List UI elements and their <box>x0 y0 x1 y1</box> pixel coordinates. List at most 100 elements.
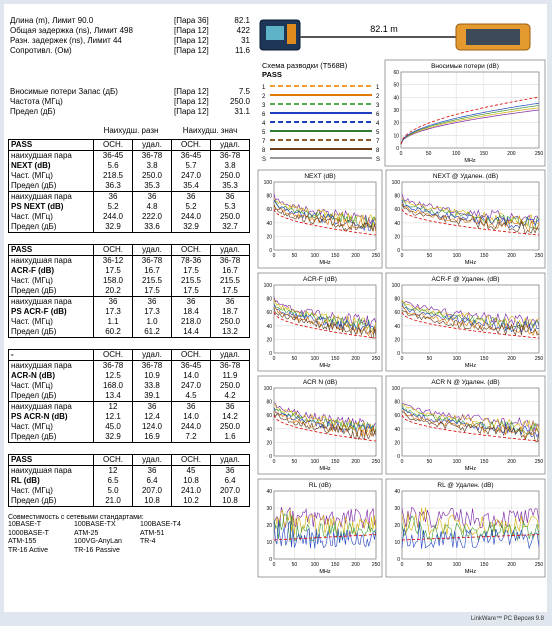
summary-value: 7.5 <box>220 87 250 97</box>
table-cell: Предел (дБ) <box>9 286 94 297</box>
table-cell: наихудшая пара <box>9 297 94 308</box>
table-row: Част. (МГц)244.0222.0244.0250.0 <box>9 212 250 222</box>
column-header: Наихудш. разн <box>91 126 171 135</box>
table-row: Част. (МГц)1.11.0218.0250.0 <box>9 317 250 327</box>
summary-value: 11.6 <box>220 46 250 56</box>
table-cell: Част. (МГц) <box>9 171 94 181</box>
y-tick-label: 80 <box>394 297 400 303</box>
table-cell: Част. (МГц) <box>9 486 94 496</box>
summary-pair: [Пара 12] <box>174 107 220 117</box>
y-tick-label: 10 <box>394 540 400 546</box>
summary-row: Частота (МГц)[Пара 12]250.0 <box>10 97 250 107</box>
x-tick-label: 250 <box>535 253 544 259</box>
table-cell: 12 <box>94 402 133 413</box>
table-cell: PASS <box>9 245 94 256</box>
x-tick-label: 200 <box>507 356 516 362</box>
x-tick-label: 200 <box>507 562 516 568</box>
table-cell: 36 <box>211 192 250 203</box>
remote-face <box>466 29 520 45</box>
table-cell: 250.0 <box>211 212 250 222</box>
table-cell: 17.3 <box>133 307 172 317</box>
table-cell: 45 <box>172 466 211 477</box>
footer: LinkWare™ PC Версия 9.8 <box>471 616 544 622</box>
x-tick-label: 150 <box>331 562 340 568</box>
table-cell: 36-78 <box>211 151 250 162</box>
table-cell: PS ACR-N (dB) <box>9 412 94 422</box>
table-row: Част. (МГц)5.0207.0241.0207.0 <box>9 486 250 496</box>
x-axis-label: MHz <box>319 466 331 472</box>
table-cell: 32.9 <box>94 432 133 443</box>
table-cell: 5.7 <box>172 161 211 171</box>
table-cell: 17.5 <box>211 286 250 297</box>
plot-title: ACR-F (dB) <box>303 276 337 283</box>
table-cell: 36-45 <box>172 151 211 162</box>
x-tick-label: 150 <box>480 253 489 259</box>
pin-label: 4 <box>376 121 380 127</box>
table-cell: 61.2 <box>133 327 172 338</box>
x-tick-label: 150 <box>480 562 489 568</box>
table-cell: ОСН. <box>94 245 133 256</box>
x-tick-label: 100 <box>311 459 320 465</box>
table-row: наихудшая пара36363636 <box>9 192 250 203</box>
x-axis-label: MHz <box>319 363 331 369</box>
x-axis-label: MHz <box>465 466 477 472</box>
y-tick-label: 60 <box>394 207 400 213</box>
y-tick-label: 60 <box>394 310 400 316</box>
table-cell: 6.4 <box>133 476 172 486</box>
table-cell: 36 <box>172 192 211 203</box>
table-cell: ACR-N (dB) <box>9 371 94 381</box>
table-cell: 33.8 <box>133 381 172 391</box>
table-cell: 158.0 <box>94 276 133 286</box>
table-cell: наихудшая пара <box>9 402 94 413</box>
table-row: -ОСН.удал.ОСН.удал. <box>9 350 250 361</box>
table-cell: 124.0 <box>133 422 172 432</box>
table-cell: 17.5 <box>172 266 211 276</box>
x-tick-label: 250 <box>535 151 544 157</box>
x-tick-label: 150 <box>480 459 489 465</box>
table-cell: 36 <box>172 297 211 308</box>
x-axis-label: MHz <box>319 260 331 266</box>
x-tick-label: 0 <box>273 562 276 568</box>
x-tick-label: 150 <box>331 253 340 259</box>
y-tick-label: 40 <box>266 324 272 330</box>
pin-label: 3 <box>376 103 380 109</box>
plot-title: RL @ Удален. (dB) <box>437 482 493 489</box>
table-cell: 3.8 <box>211 161 250 171</box>
table-cell: 10.9 <box>133 371 172 381</box>
y-tick-label: 60 <box>266 413 272 419</box>
table-cell: 36.3 <box>94 181 133 192</box>
results-table: PASSОСН.удал.ОСН.удал.наихудшая пара36-4… <box>8 139 250 233</box>
table-cell: 32.7 <box>211 222 250 233</box>
plot-title: NEXT @ Удален. (dB) <box>433 173 498 180</box>
table-cell: 12.4 <box>133 412 172 422</box>
y-tick-label: 40 <box>266 489 272 495</box>
table-cell: Предел (дБ) <box>9 327 94 338</box>
table-cell: - <box>9 350 94 361</box>
table-cell: Предел (дБ) <box>9 496 94 507</box>
standard-item: 100BASE-TX <box>74 521 140 530</box>
table-cell: 35.3 <box>211 181 250 192</box>
table-cell: удал. <box>133 455 172 466</box>
x-tick-label: 200 <box>351 459 360 465</box>
pin-label: 8 <box>376 148 380 154</box>
y-tick-label: 30 <box>393 108 399 114</box>
table-cell: 250.0 <box>211 317 250 327</box>
table-cell: 13.2 <box>211 327 250 338</box>
table-cell: 244.0 <box>94 212 133 222</box>
y-tick-label: 100 <box>392 180 401 186</box>
table-row: PASSОСН.удал.ОСН.удал. <box>9 140 250 151</box>
x-tick-label: 100 <box>311 253 320 259</box>
table-cell: 21.0 <box>94 496 133 507</box>
table-cell: Предел (дБ) <box>9 181 94 192</box>
table-cell: 32.9 <box>172 222 211 233</box>
x-tick-label: 50 <box>427 253 433 259</box>
table-cell: Част. (МГц) <box>9 422 94 432</box>
x-tick-label: 0 <box>400 151 403 157</box>
table-cell: 5.0 <box>94 486 133 496</box>
table-cell: 10.8 <box>133 496 172 507</box>
y-tick-label: 60 <box>393 70 399 76</box>
